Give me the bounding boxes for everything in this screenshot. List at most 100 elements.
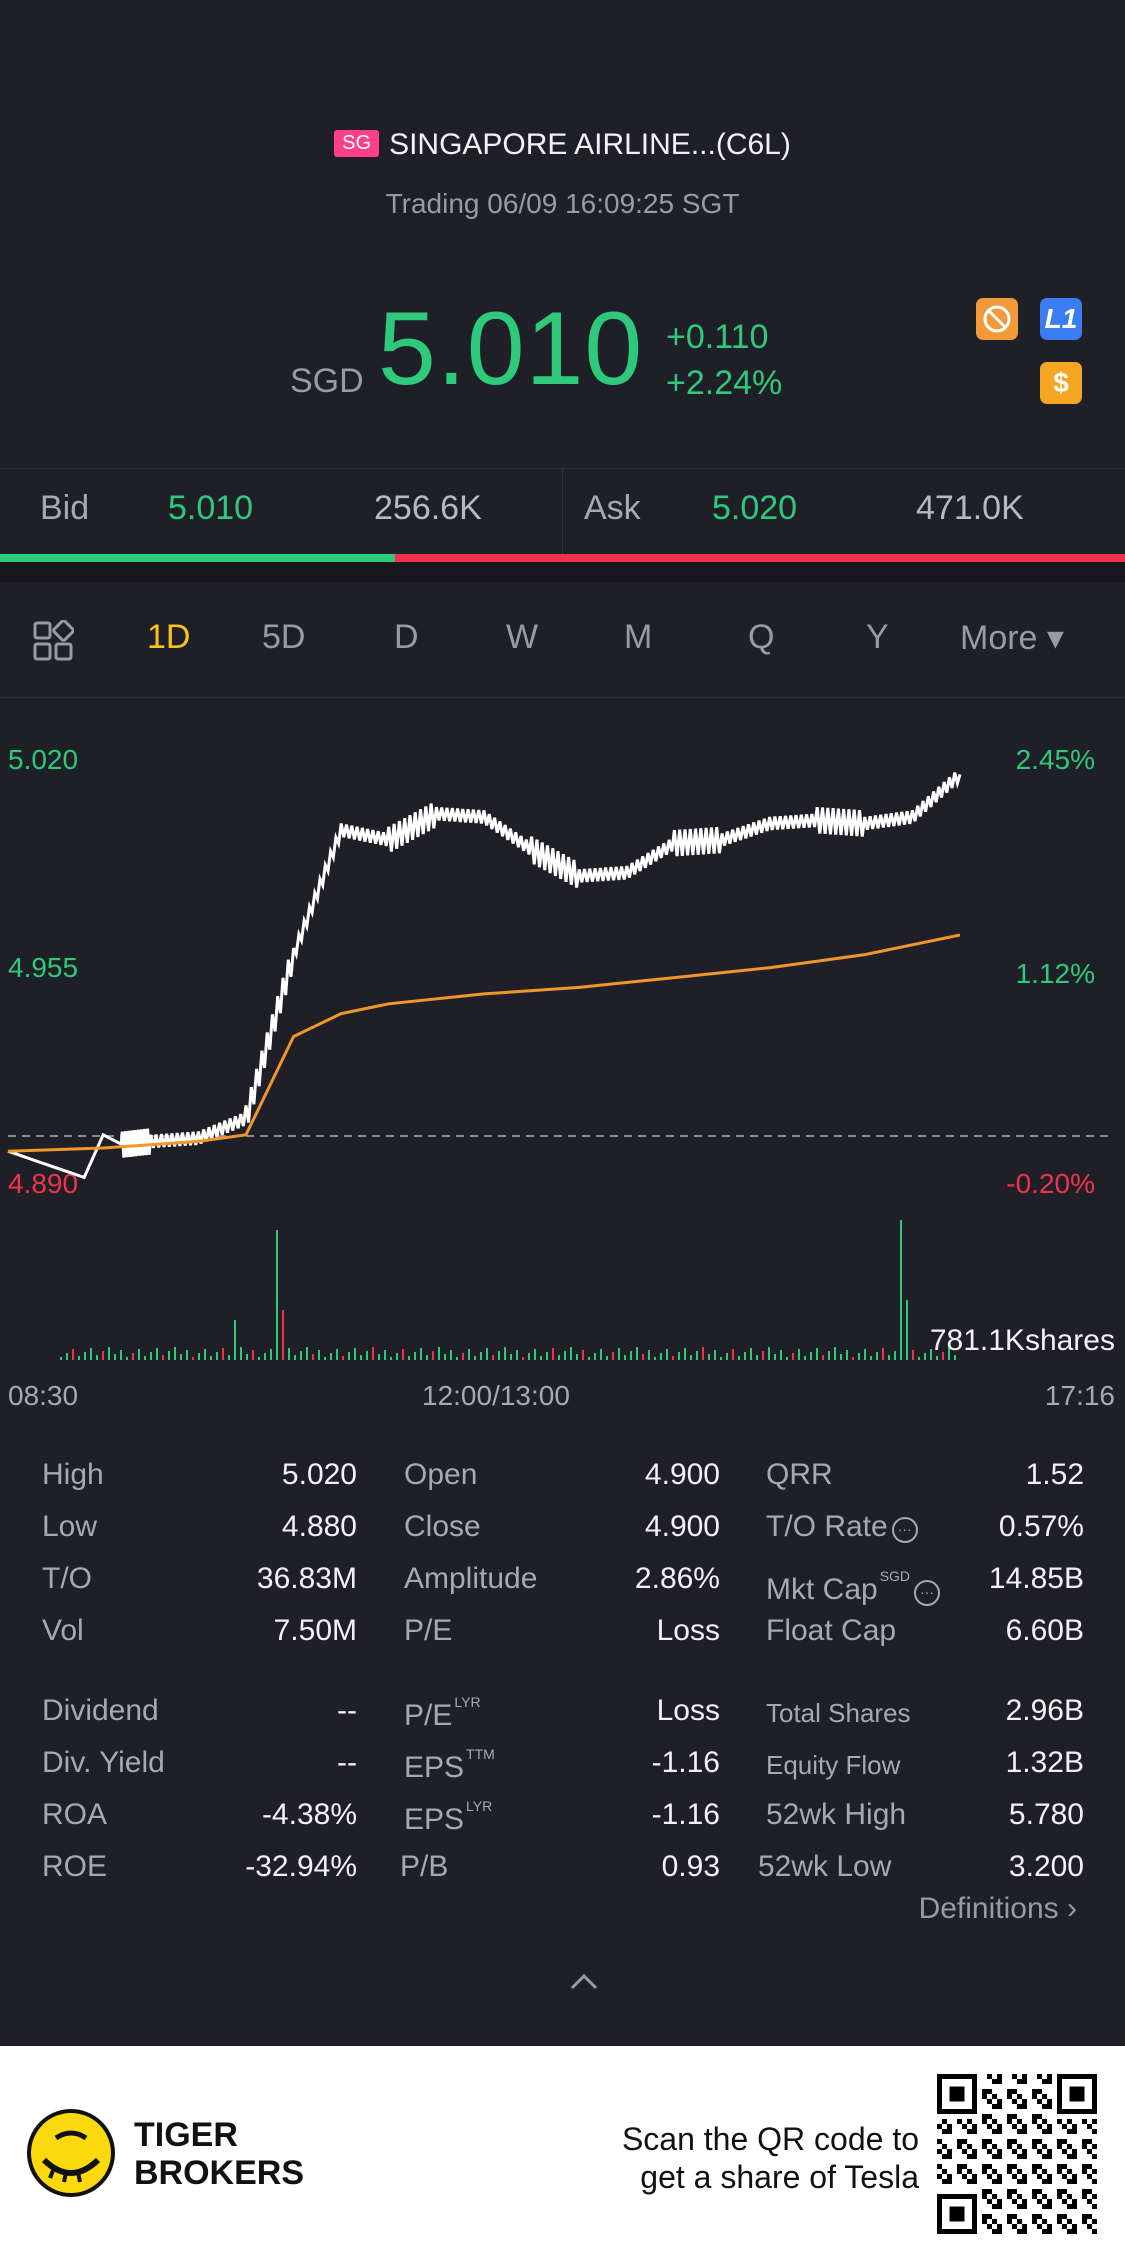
- definitions-link[interactable]: Definitions ›: [918, 1892, 1077, 1925]
- stat-total-shares: Total Shares 2.96B: [766, 1694, 1084, 1728]
- volume-bar: [132, 1353, 134, 1360]
- stat-mkt-cap: Mkt Cap SGD··· 14.85B: [766, 1562, 1084, 1606]
- currency-label: SGD: [290, 362, 364, 400]
- volume-bar: [750, 1348, 752, 1360]
- stat-pb: P/B 0.93: [400, 1850, 720, 1883]
- time-mid: 12:00/13:00: [422, 1380, 570, 1411]
- volume-bar: [372, 1347, 374, 1360]
- volume-bar: [852, 1357, 854, 1360]
- stat-eps-lyr: EPS LYR -1.16: [404, 1798, 720, 1836]
- y-axis-bottom: 4.890: [8, 1168, 79, 1199]
- volume-bar: [534, 1349, 536, 1360]
- volume-bar: [612, 1352, 614, 1360]
- volume-bar: [492, 1355, 494, 1360]
- tab-w[interactable]: W: [506, 618, 539, 656]
- volume-bar: [858, 1353, 860, 1360]
- time-start: 08:30: [8, 1380, 79, 1411]
- volume-bar: [282, 1310, 284, 1360]
- stat-to-rate: T/O Rate ··· 0.57%: [766, 1510, 1084, 1543]
- tab-m[interactable]: M: [624, 618, 653, 656]
- volume-bar: [876, 1352, 878, 1360]
- volume-bar: [162, 1355, 164, 1360]
- no-short-icon[interactable]: [976, 298, 1018, 340]
- volume-bar: [78, 1356, 80, 1360]
- volume-bar: [672, 1356, 674, 1360]
- brand-name: TIGER BROKERS: [134, 2116, 305, 2192]
- volume-bar: [690, 1355, 692, 1360]
- volume-bar: [714, 1350, 716, 1360]
- volume-bar: [114, 1354, 116, 1360]
- volume-bar: [66, 1353, 68, 1360]
- stat-52wk-high: 52wk High 5.780: [766, 1798, 1084, 1831]
- volume-bar: [552, 1348, 554, 1360]
- pct-axis-bottom: -0.20%: [1006, 1168, 1095, 1199]
- tab-more[interactable]: More ▾: [960, 619, 1064, 657]
- volume-bar: [150, 1352, 152, 1360]
- tab-d[interactable]: D: [394, 618, 419, 656]
- volume-bar: [240, 1347, 242, 1360]
- info-icon[interactable]: ···: [914, 1580, 941, 1606]
- volume-bar: [678, 1352, 680, 1360]
- volume-bar: [768, 1347, 770, 1360]
- tiger-logo-icon: [26, 2108, 116, 2203]
- volume-bar: [756, 1355, 758, 1360]
- volume-bar: [120, 1350, 122, 1360]
- volume-bar: [600, 1349, 602, 1360]
- volume-bar: [564, 1351, 566, 1360]
- volume-bar: [732, 1349, 734, 1360]
- tab-5d[interactable]: 5D: [262, 618, 306, 656]
- price-line: [7, 772, 962, 1180]
- volume-bar: [810, 1352, 812, 1360]
- volume-bar: [432, 1351, 434, 1360]
- stat-amplitude: Amplitude 2.86%: [404, 1562, 720, 1595]
- volume-bar: [708, 1354, 710, 1360]
- tab-y[interactable]: Y: [866, 618, 889, 656]
- market-flag: SG: [334, 130, 380, 157]
- volume-bar: [726, 1353, 728, 1360]
- volume-bar: [630, 1351, 632, 1360]
- volume-bar: [438, 1347, 440, 1360]
- ask-price: 5.020: [712, 489, 798, 527]
- pct-axis-top: 2.45%: [1015, 744, 1095, 775]
- volume-bar: [924, 1353, 926, 1360]
- volume-bar: [762, 1351, 764, 1360]
- volume-bar: [942, 1352, 944, 1360]
- volume-bar: [306, 1347, 308, 1360]
- volume-bar: [276, 1230, 278, 1360]
- volume-bar: [228, 1355, 230, 1360]
- tab-q[interactable]: Q: [748, 618, 775, 656]
- volume-bar: [312, 1354, 314, 1360]
- volume-bar: [798, 1349, 800, 1360]
- layout-grid-icon[interactable]: [32, 619, 75, 671]
- stat-qrr: QRR 1.52: [766, 1458, 1084, 1491]
- stock-title: SG SINGAPORE AIRLINE...(C6L): [0, 128, 1125, 162]
- chevron-up-icon[interactable]: [568, 1972, 600, 1997]
- volume-bar: [738, 1356, 740, 1360]
- stat-div-yield: Div. Yield --: [42, 1746, 357, 1779]
- volume-bar: [84, 1352, 86, 1360]
- pct-axis-mid: 1.12%: [1015, 958, 1095, 989]
- volume-bar: [258, 1357, 260, 1360]
- qr-code[interactable]: [937, 2074, 1097, 2234]
- volume-bar: [324, 1357, 326, 1360]
- time-end: 17:16: [1044, 1380, 1115, 1411]
- volume-bar: [786, 1357, 788, 1360]
- volume-bar: [366, 1351, 368, 1360]
- volume-bar: [480, 1352, 482, 1360]
- volume-bar: [498, 1351, 500, 1360]
- stat-roa: ROA -4.38%: [42, 1798, 357, 1831]
- volume-bar: [126, 1357, 128, 1360]
- volume-bar: [216, 1352, 218, 1360]
- volume-bar: [606, 1356, 608, 1360]
- info-icon[interactable]: ···: [891, 1517, 918, 1543]
- trading-status: Trading 06/09 16:09:25 SGT: [385, 188, 740, 219]
- intraday-chart[interactable]: 5.020 4.955 4.890 2.45% 1.12% -0.20% 781…: [0, 698, 1125, 1418]
- volume-bar: [300, 1351, 302, 1360]
- dollar-icon[interactable]: $: [1040, 362, 1082, 404]
- level1-icon[interactable]: L1: [1040, 298, 1082, 340]
- volume-bar: [840, 1354, 842, 1360]
- volume-bar: [588, 1357, 590, 1360]
- stock-name[interactable]: SINGAPORE AIRLINE...(C6L): [389, 128, 791, 161]
- section-gap: [0, 562, 1125, 582]
- tab-1d[interactable]: 1D: [147, 618, 191, 656]
